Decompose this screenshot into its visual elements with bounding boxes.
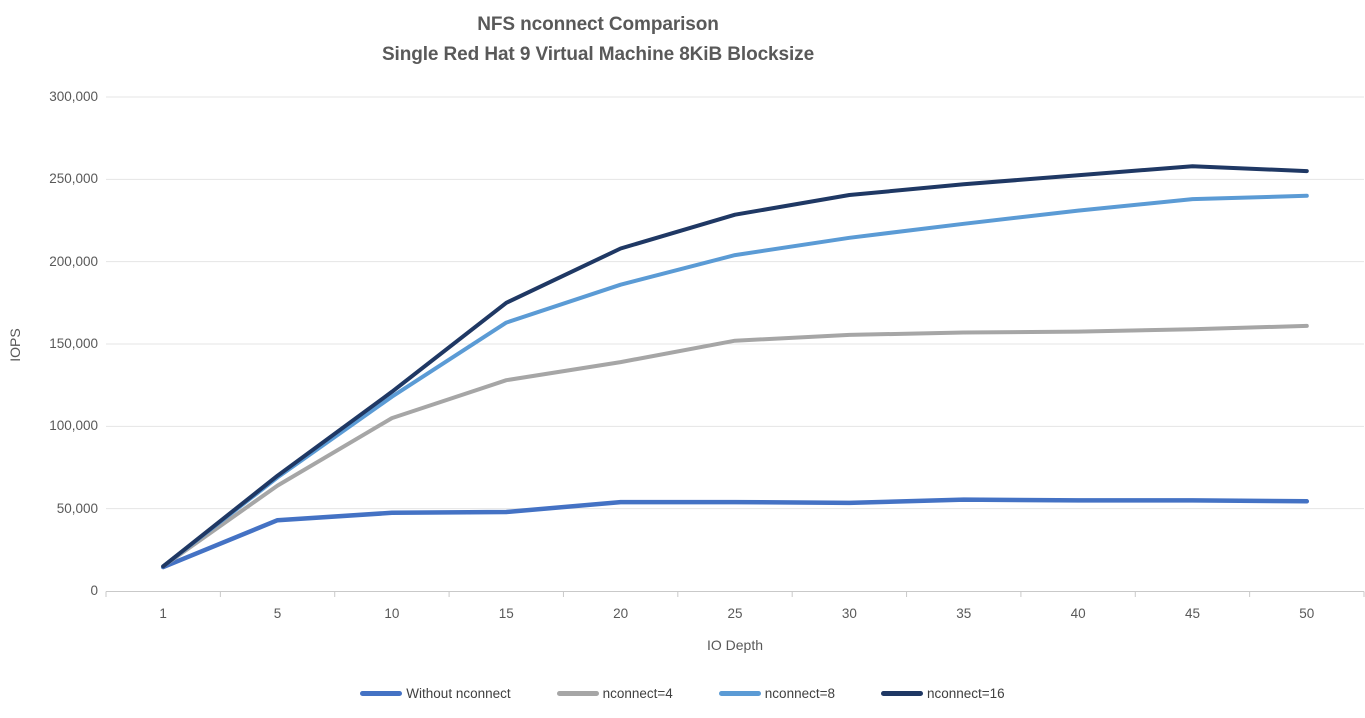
legend-line-swatch — [718, 691, 761, 696]
chart-title: NFS nconnect Comparison Single Red Hat 9… — [382, 10, 814, 70]
legend-line-swatch — [360, 691, 403, 696]
legend-line-swatch — [556, 691, 599, 696]
x-axis-tick-label: 25 — [727, 606, 743, 621]
line-without-nconnect — [160, 497, 1310, 570]
legend-label: nconnect=16 — [926, 686, 1005, 701]
line-nconnect-4 — [161, 323, 1309, 569]
y-axis-tick-label: 150,000 — [49, 336, 98, 351]
x-axis-tick-label: 50 — [1299, 606, 1315, 621]
x-axis-tick-label: 5 — [273, 606, 282, 621]
x-axis-tick-label: 20 — [613, 606, 629, 621]
x-axis-tick-label: 35 — [956, 606, 972, 621]
legend-item: Without nconnect — [360, 686, 511, 701]
x-axis-tick-label: 10 — [384, 606, 400, 621]
legend-line-swatch — [880, 691, 923, 696]
x-axis-tick-label: 30 — [841, 606, 857, 621]
legend-item: nconnect=8 — [718, 686, 835, 701]
x-axis-title: IO Depth — [706, 637, 764, 653]
y-axis-tick-label: 300,000 — [49, 89, 98, 104]
y-axis-tick-label: 100,000 — [49, 418, 98, 434]
legend: Without nconnect nconnect=4 nconnect=8 ncon… — [0, 686, 1365, 701]
legend-label: nconnect=8 — [764, 686, 835, 701]
y-axis-title: IOPS — [7, 328, 23, 362]
x-axis-tick-label: 15 — [498, 606, 514, 621]
legend-label: Without nconnect — [406, 686, 511, 701]
y-axis-tick-label: 50,000 — [56, 500, 98, 516]
y-axis-tick-label: 250,000 — [49, 171, 98, 187]
x-axis-tick-label: 45 — [1184, 606, 1200, 621]
line-nconnect-16 — [161, 164, 1309, 569]
legend-item: nconnect=16 — [880, 686, 1005, 701]
chart-title-line-1: NFS nconnect Comparison — [477, 14, 719, 35]
chart-title-line-2: Single Red Hat 9 Virtual Machine 8KiB Bl… — [381, 44, 815, 65]
line-nconnect-8 — [161, 193, 1309, 569]
legend-label: nconnect=4 — [602, 686, 673, 701]
x-axis-tick-label: 40 — [1070, 606, 1086, 621]
y-axis-tick-label: 0 — [90, 583, 98, 598]
legend-item: nconnect=4 — [556, 686, 673, 701]
x-axis-tick-label: 1 — [159, 606, 167, 621]
y-axis-tick-label: 200,000 — [49, 253, 98, 269]
